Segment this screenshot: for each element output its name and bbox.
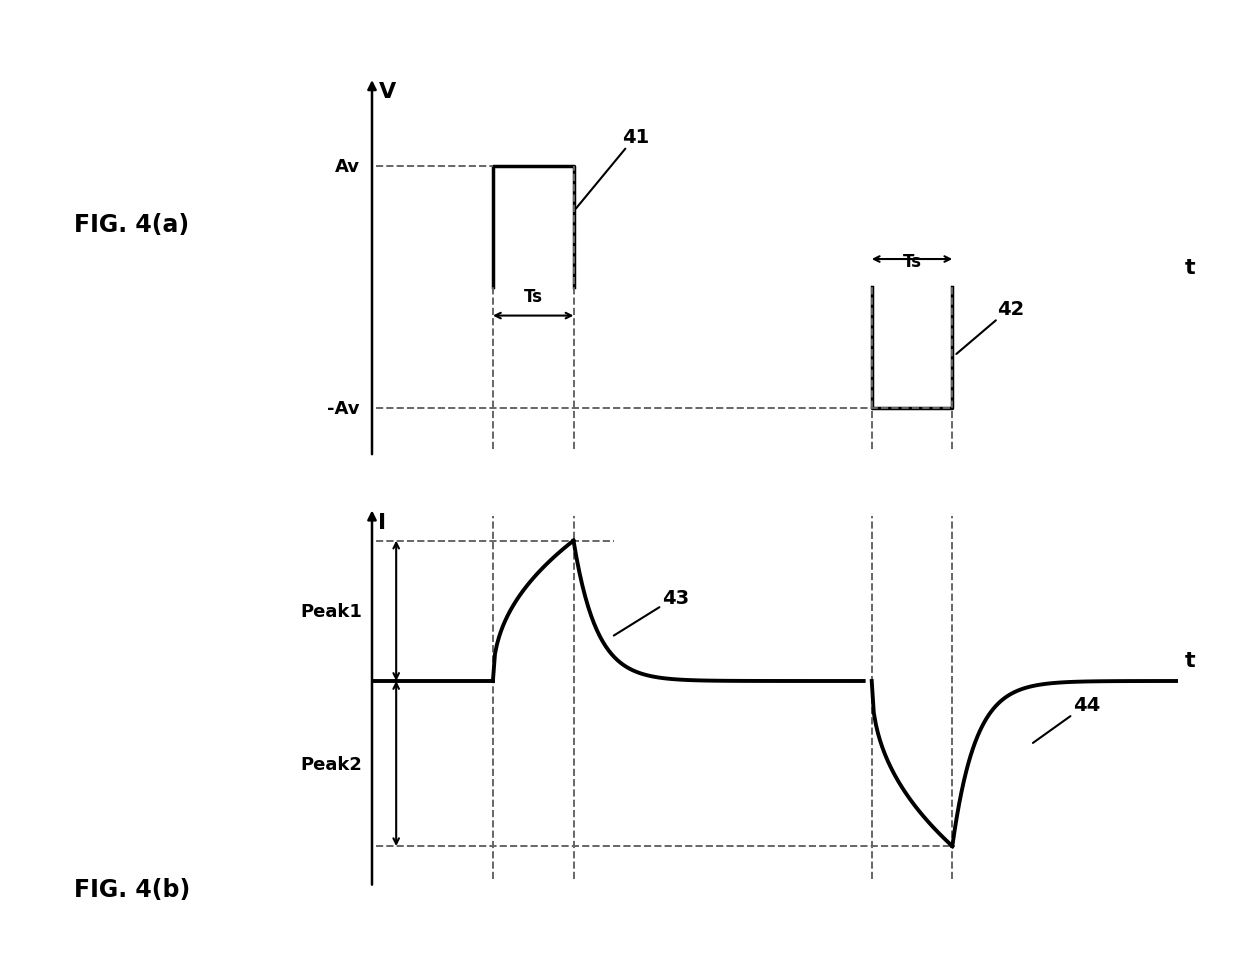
- Text: Ts: Ts: [903, 252, 921, 271]
- Text: V: V: [378, 82, 396, 103]
- Text: t: t: [1184, 258, 1195, 277]
- Text: Ts: Ts: [523, 288, 543, 306]
- Text: t: t: [1184, 651, 1195, 670]
- Text: 44: 44: [1033, 696, 1100, 743]
- Text: Av: Av: [335, 158, 360, 176]
- Text: Peak2: Peak2: [300, 755, 362, 773]
- Text: -Av: -Av: [327, 400, 360, 418]
- Text: FIG. 4(a): FIG. 4(a): [74, 213, 190, 236]
- Text: 41: 41: [575, 128, 649, 209]
- Text: I: I: [378, 512, 387, 532]
- Text: 42: 42: [956, 299, 1024, 355]
- Text: FIG. 4(b): FIG. 4(b): [74, 877, 191, 901]
- Text: Peak1: Peak1: [300, 602, 362, 620]
- Text: 43: 43: [614, 588, 689, 636]
